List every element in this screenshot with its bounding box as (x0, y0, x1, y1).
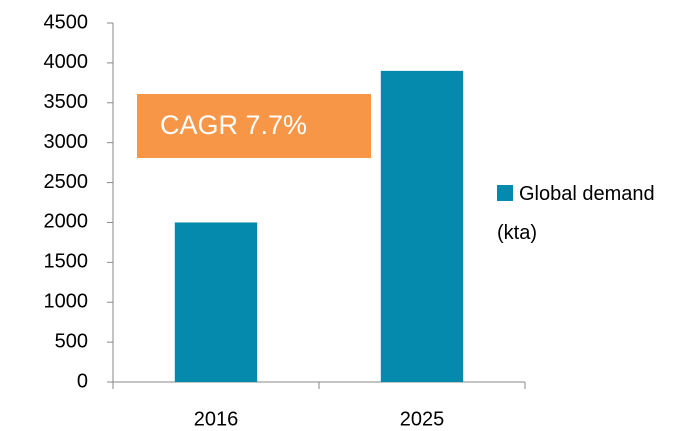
annotation: CAGR 7.7% (160, 110, 307, 140)
legend: Global demand (kta) (497, 175, 684, 253)
y-tick-label: 2000 (44, 211, 89, 233)
legend-swatch (497, 185, 513, 201)
y-tick-label: 0 (77, 370, 88, 392)
y-tick-label: 3000 (44, 131, 89, 153)
legend-label: Global demand (kta) (497, 183, 655, 244)
y-tick-label: 4000 (44, 51, 89, 73)
bar (380, 70, 464, 382)
y-tick-label: 4500 (44, 11, 89, 33)
y-tick-label: 3500 (44, 91, 89, 113)
y-tick-label: 2500 (44, 171, 89, 193)
y-tick-label: 500 (55, 330, 88, 352)
y-tick-label: 1000 (44, 291, 89, 313)
x-tick-label: 2016 (194, 408, 239, 430)
x-tick-label: 2025 (400, 408, 445, 430)
y-tick-label: 1500 (44, 251, 89, 273)
bar (174, 222, 258, 382)
annotation-box (137, 94, 371, 158)
